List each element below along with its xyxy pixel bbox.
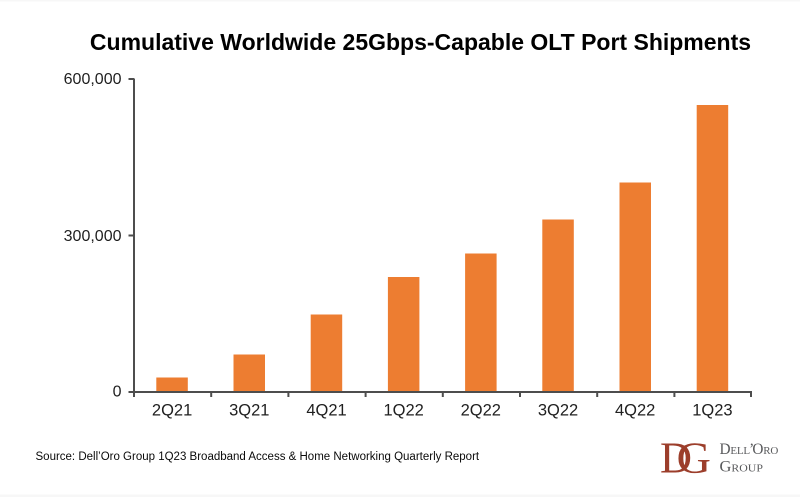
svg-text:Cumulative Worldwide 25Gbps-Ca: Cumulative Worldwide 25Gbps-Capable OLT …	[90, 29, 751, 55]
svg-text:0: 0	[113, 384, 122, 401]
svg-text:600,000: 600,000	[64, 71, 122, 88]
svg-text:G: G	[677, 434, 712, 483]
svg-text:D: D	[660, 434, 692, 483]
svg-text:3Q21: 3Q21	[229, 402, 269, 420]
svg-text:1Q22: 1Q22	[384, 402, 424, 420]
svg-text:1Q23: 1Q23	[692, 402, 732, 420]
svg-text:Group: Group	[720, 459, 763, 476]
svg-text:4Q21: 4Q21	[306, 402, 346, 420]
svg-text:Source: Dell’Oro Group 1Q23 Br: Source: Dell’Oro Group 1Q23 Broadband Ac…	[36, 451, 480, 463]
svg-text:4Q22: 4Q22	[615, 402, 655, 420]
svg-text:300,000: 300,000	[64, 228, 122, 245]
svg-text:Dell’Oro: Dell’Oro	[720, 441, 779, 458]
svg-text:2Q22: 2Q22	[461, 402, 501, 420]
svg-text:2Q21: 2Q21	[152, 402, 192, 420]
svg-text:3Q22: 3Q22	[538, 402, 578, 420]
